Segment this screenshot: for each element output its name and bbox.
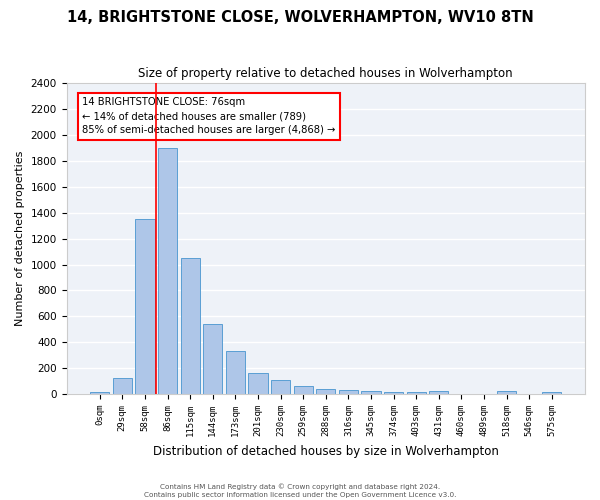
Bar (316, 389, 335, 394)
Bar (407, 392, 426, 394)
Bar (90, 392, 109, 394)
Text: 14, BRIGHTSTONE CLOSE, WOLVERHAMPTON, WV10 8TN: 14, BRIGHTSTONE CLOSE, WOLVERHAMPTON, WV… (67, 10, 533, 25)
Bar (361, 391, 380, 394)
Bar (226, 351, 245, 394)
Title: Size of property relative to detached houses in Wolverhampton: Size of property relative to detached ho… (139, 68, 513, 80)
Bar (271, 380, 290, 394)
Bar (339, 390, 358, 394)
Bar (293, 386, 313, 394)
Bar (497, 391, 516, 394)
X-axis label: Distribution of detached houses by size in Wolverhampton: Distribution of detached houses by size … (153, 444, 499, 458)
Bar (248, 373, 268, 394)
Bar (542, 392, 562, 394)
Bar (136, 219, 155, 394)
Text: 14 BRIGHTSTONE CLOSE: 76sqm
← 14% of detached houses are smaller (789)
85% of se: 14 BRIGHTSTONE CLOSE: 76sqm ← 14% of det… (82, 97, 335, 135)
Bar (181, 258, 200, 394)
Bar (384, 392, 403, 394)
Bar (113, 378, 132, 394)
Bar (429, 391, 448, 394)
Text: Contains HM Land Registry data © Crown copyright and database right 2024.
Contai: Contains HM Land Registry data © Crown c… (144, 483, 456, 498)
Y-axis label: Number of detached properties: Number of detached properties (15, 151, 25, 326)
Bar (203, 324, 223, 394)
Bar (158, 148, 177, 394)
